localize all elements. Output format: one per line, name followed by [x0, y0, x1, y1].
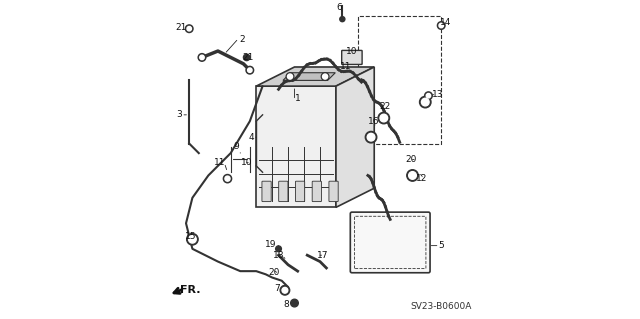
Text: SV23-B0600A: SV23-B0600A	[410, 302, 472, 311]
Circle shape	[280, 286, 290, 295]
FancyBboxPatch shape	[329, 181, 338, 202]
Circle shape	[225, 176, 230, 181]
Text: FR.: FR.	[180, 285, 201, 295]
Circle shape	[187, 234, 198, 245]
Text: 14: 14	[440, 18, 452, 27]
Text: 7: 7	[274, 284, 280, 293]
Text: 15: 15	[185, 232, 196, 241]
Text: 9: 9	[234, 142, 239, 151]
FancyBboxPatch shape	[296, 181, 305, 202]
Circle shape	[276, 246, 282, 252]
Text: 21: 21	[175, 23, 187, 32]
Text: 16: 16	[368, 117, 380, 126]
Circle shape	[378, 112, 390, 124]
Circle shape	[200, 55, 204, 60]
Text: 2: 2	[239, 35, 244, 44]
Circle shape	[380, 114, 388, 122]
Text: 20: 20	[405, 155, 417, 164]
Polygon shape	[256, 86, 336, 207]
Circle shape	[407, 170, 419, 181]
Circle shape	[422, 98, 429, 106]
Circle shape	[365, 131, 377, 143]
FancyBboxPatch shape	[312, 181, 321, 202]
Text: 3: 3	[177, 110, 182, 119]
FancyBboxPatch shape	[342, 50, 362, 64]
Text: 11: 11	[340, 63, 351, 71]
Polygon shape	[256, 67, 374, 86]
Circle shape	[243, 54, 250, 61]
Circle shape	[340, 17, 345, 22]
Text: 1: 1	[295, 94, 301, 103]
Circle shape	[424, 92, 432, 100]
Text: 6: 6	[336, 4, 342, 12]
Circle shape	[367, 133, 375, 141]
Polygon shape	[283, 73, 335, 80]
Text: 19: 19	[265, 240, 276, 249]
Text: 22: 22	[380, 102, 391, 111]
Text: 4: 4	[248, 133, 254, 142]
Circle shape	[420, 96, 431, 108]
Text: 8: 8	[284, 300, 289, 309]
Circle shape	[439, 23, 444, 28]
FancyBboxPatch shape	[350, 212, 430, 273]
Text: 12: 12	[417, 174, 428, 183]
Circle shape	[323, 74, 328, 79]
Text: 5: 5	[438, 241, 444, 250]
Polygon shape	[336, 67, 374, 207]
Circle shape	[198, 54, 206, 61]
Text: 21: 21	[243, 53, 254, 62]
Circle shape	[187, 26, 191, 31]
Circle shape	[409, 172, 417, 179]
Text: 11: 11	[214, 158, 225, 167]
Text: 20: 20	[268, 268, 280, 277]
Circle shape	[248, 68, 252, 72]
Circle shape	[426, 93, 431, 98]
Circle shape	[189, 235, 196, 243]
Circle shape	[282, 287, 288, 293]
FancyBboxPatch shape	[262, 181, 271, 202]
Circle shape	[186, 25, 193, 33]
Text: 10: 10	[241, 158, 252, 167]
Text: 10: 10	[346, 47, 358, 56]
Text: 13: 13	[432, 90, 444, 99]
Circle shape	[321, 73, 329, 80]
Text: 17: 17	[317, 251, 329, 260]
Circle shape	[223, 174, 232, 183]
Circle shape	[246, 66, 253, 74]
Circle shape	[437, 22, 445, 29]
Circle shape	[291, 299, 298, 307]
Circle shape	[286, 73, 294, 80]
Text: 18: 18	[273, 251, 284, 260]
FancyBboxPatch shape	[278, 181, 288, 202]
Circle shape	[287, 74, 292, 79]
